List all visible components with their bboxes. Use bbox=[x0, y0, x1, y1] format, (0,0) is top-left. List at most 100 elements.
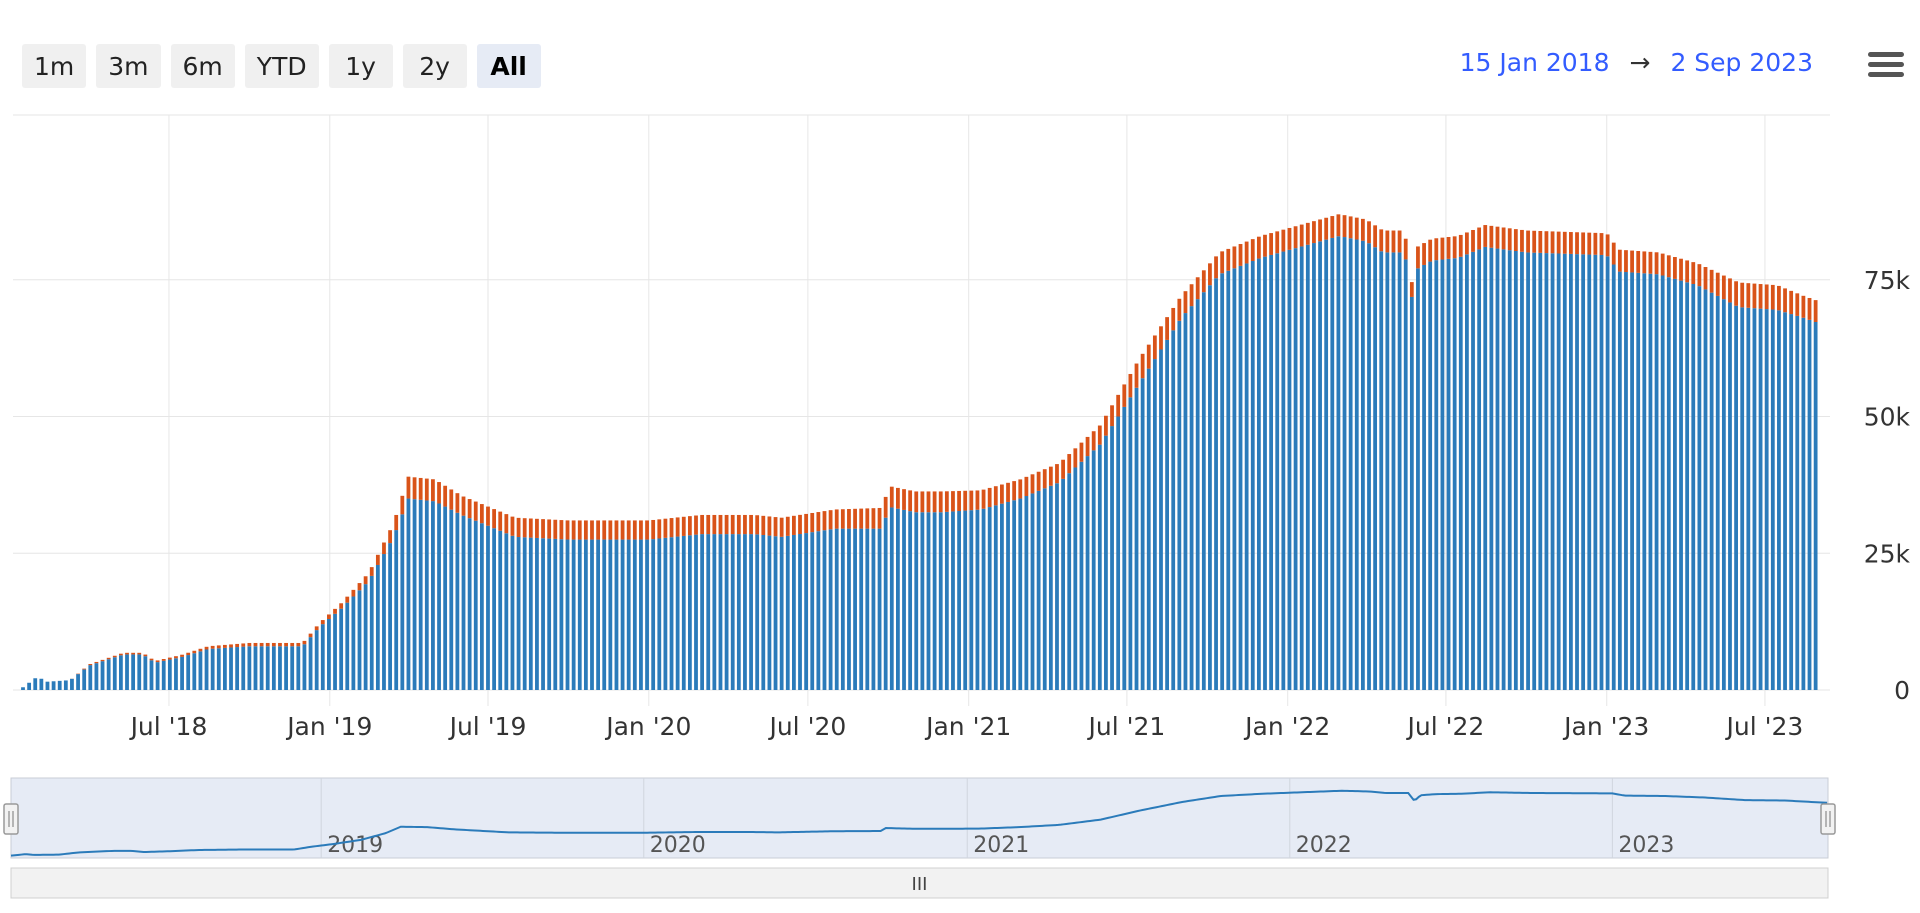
bar-series-2 bbox=[339, 603, 344, 609]
bar-series-2 bbox=[106, 657, 111, 660]
bar-series-1 bbox=[528, 537, 533, 690]
bar-series-2 bbox=[1593, 232, 1598, 255]
bar-series-1 bbox=[1336, 236, 1341, 691]
bar-series-2 bbox=[167, 657, 172, 660]
bar-series-1 bbox=[1048, 485, 1053, 690]
bar-series-1 bbox=[155, 662, 160, 690]
bar-series-2 bbox=[1397, 230, 1402, 253]
bar-series-2 bbox=[736, 514, 741, 535]
bar-series-1 bbox=[1562, 253, 1567, 690]
bar-series-1 bbox=[235, 647, 240, 690]
bar-series-1 bbox=[1024, 495, 1029, 690]
bar-series-2 bbox=[149, 658, 154, 661]
bar-series-2 bbox=[1342, 215, 1347, 238]
bar-series-2 bbox=[125, 652, 129, 655]
bar-series-2 bbox=[314, 626, 319, 631]
bar-series-2 bbox=[590, 520, 594, 540]
bar-series-2 bbox=[278, 642, 282, 647]
range-all-button[interactable]: All bbox=[476, 44, 541, 88]
bar-series-2 bbox=[216, 645, 221, 649]
navigator-right-handle[interactable] bbox=[1820, 803, 1836, 835]
bar-series-2 bbox=[388, 530, 392, 544]
bar-series-2 bbox=[406, 476, 411, 499]
bar-series-1 bbox=[1477, 249, 1482, 690]
bar-series-1 bbox=[1654, 274, 1659, 690]
range-6m-button[interactable]: 6m bbox=[170, 44, 235, 88]
bar-series-1 bbox=[1581, 254, 1586, 690]
range-1m-button[interactable]: 1m bbox=[22, 44, 87, 88]
bar-series-1 bbox=[1287, 249, 1292, 690]
bar-series-2 bbox=[1269, 233, 1274, 255]
bar-series-1 bbox=[1666, 277, 1671, 690]
bar-series-1 bbox=[1256, 258, 1261, 690]
bar-series-2 bbox=[1336, 214, 1341, 237]
bar-series-1 bbox=[1360, 240, 1365, 690]
bar-series-2 bbox=[639, 520, 643, 540]
bar-series-2 bbox=[847, 509, 851, 529]
bar-series-2 bbox=[1201, 270, 1206, 293]
bar-series-1 bbox=[1471, 251, 1475, 690]
bar-series-2 bbox=[516, 517, 521, 538]
range-3m-button[interactable]: 3m bbox=[96, 44, 161, 88]
bar-series-1 bbox=[57, 680, 62, 690]
range-ytd-button[interactable]: YTD bbox=[244, 44, 319, 88]
bar-series-2 bbox=[1152, 335, 1157, 360]
navigator-left-handle[interactable] bbox=[3, 803, 19, 835]
bar-series-2 bbox=[1464, 232, 1469, 255]
bar-series-2 bbox=[1373, 225, 1378, 248]
bar-series-1 bbox=[847, 528, 851, 690]
range-2y-button[interactable]: 2y bbox=[402, 44, 467, 88]
bar-series-1 bbox=[632, 539, 637, 690]
bar-series-2 bbox=[718, 514, 723, 535]
date-to-input[interactable]: 2 Sep 2023 bbox=[1670, 48, 1813, 77]
bar-series-1 bbox=[479, 523, 484, 690]
bar-series-2 bbox=[883, 496, 888, 518]
hamburger-menu-icon[interactable] bbox=[1868, 52, 1904, 84]
bar-series-2 bbox=[987, 487, 992, 508]
navigator-year-label: 2021 bbox=[973, 833, 1029, 858]
bar-series-1 bbox=[1648, 273, 1653, 690]
bar-series-1 bbox=[357, 590, 362, 690]
bar-series-2 bbox=[1018, 479, 1023, 499]
bar-series-1 bbox=[70, 678, 74, 690]
bar-series-1 bbox=[1397, 252, 1402, 690]
date-from-input[interactable]: 15 Jan 2018 bbox=[1459, 48, 1610, 77]
bar-series-2 bbox=[1556, 231, 1561, 254]
bar-series-2 bbox=[1526, 230, 1530, 253]
bar-series-2 bbox=[755, 515, 760, 535]
bar-series-1 bbox=[1721, 299, 1726, 690]
bar-series-1 bbox=[339, 608, 344, 690]
y-axis-ticks: 0 25k 50k 75k bbox=[1864, 266, 1911, 705]
x-tick-label: Jul '20 bbox=[767, 712, 846, 741]
bar-series-2 bbox=[920, 491, 925, 513]
bar-series-2 bbox=[180, 654, 184, 657]
bar-series-2 bbox=[1055, 464, 1059, 484]
navigator-scrollbar[interactable] bbox=[10, 867, 1829, 899]
range-1y-button[interactable]: 1y bbox=[328, 44, 393, 88]
bar-series-1 bbox=[1660, 275, 1665, 690]
bar-series-1 bbox=[161, 660, 166, 690]
bar-series-1 bbox=[687, 535, 692, 690]
bar-series-2 bbox=[1458, 234, 1463, 257]
bar-series-1 bbox=[1042, 488, 1047, 690]
bar-series-1 bbox=[1354, 239, 1359, 690]
bar-series-2 bbox=[229, 644, 233, 648]
bar-series-2 bbox=[1403, 238, 1408, 260]
bar-series-1 bbox=[149, 660, 154, 690]
bar-series-1 bbox=[596, 539, 601, 690]
bar-series-2 bbox=[828, 510, 833, 530]
bar-series-1 bbox=[1146, 368, 1151, 690]
bar-series-1 bbox=[382, 554, 386, 690]
bar-series-1 bbox=[718, 534, 723, 690]
bar-series-1 bbox=[302, 644, 307, 690]
bar-series-2 bbox=[1177, 298, 1182, 321]
bar-series-1 bbox=[981, 508, 986, 690]
bar-series-1 bbox=[730, 534, 735, 690]
bar-series-2 bbox=[455, 493, 460, 513]
bar-series-2 bbox=[296, 642, 301, 647]
bar-series-2 bbox=[1575, 232, 1579, 255]
bar-series-2 bbox=[1562, 231, 1567, 254]
bar-series-2 bbox=[143, 654, 148, 657]
